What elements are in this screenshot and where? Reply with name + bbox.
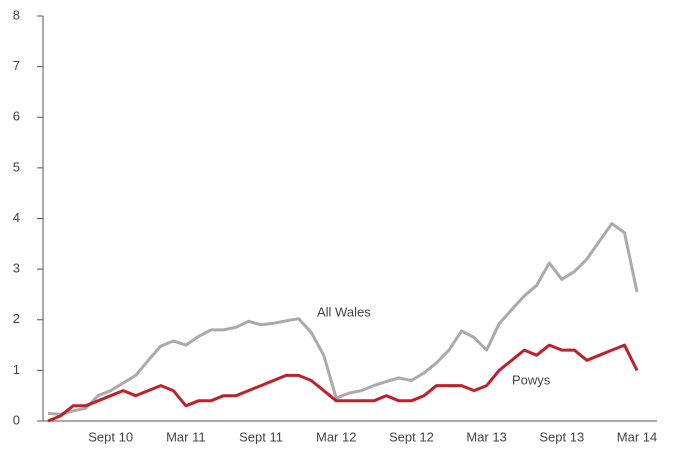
x-tick-label: Mar 13 [466,429,506,444]
y-tick-label: 1 [13,362,20,377]
y-tick-label: 3 [13,261,20,276]
series-line [47,222,639,416]
x-tick-label: Mar 12 [316,429,356,444]
series-label: Powys [512,372,551,387]
series-line [47,343,639,423]
x-tick-label: Mar 14 [617,429,657,444]
series-label: All Wales [317,304,371,319]
x-tick-label: Sept 11 [239,429,283,444]
y-tick-label: 5 [13,159,20,174]
x-tick-label: Sept 12 [389,429,434,444]
x-tick-label: Sept 13 [539,429,584,444]
y-tick-label: 8 [13,7,20,22]
y-tick-label: 4 [13,210,20,225]
y-tick-label: 2 [13,311,20,326]
y-tick-label: 7 [13,58,20,73]
y-tick-label: 0 [13,412,20,427]
y-tick-label: 6 [13,109,20,124]
x-tick-label: Mar 11 [166,429,206,444]
x-tick-label: Sept 10 [88,429,133,444]
